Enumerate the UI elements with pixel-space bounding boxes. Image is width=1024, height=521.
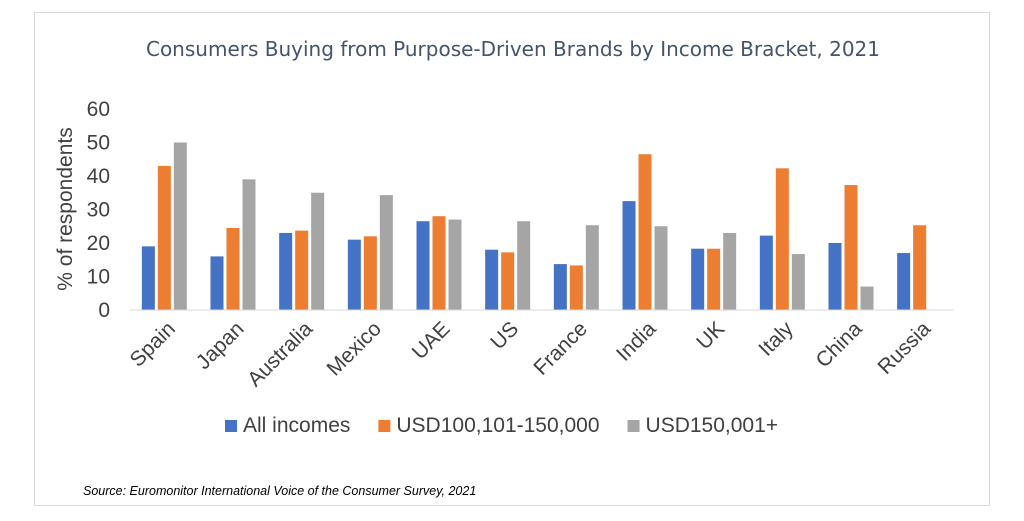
bar-usd100-101-150-000-uae <box>432 216 446 310</box>
x-tick-label: UK <box>692 317 729 354</box>
legend-swatch <box>627 420 640 432</box>
bar-usd100-101-150-000-mexico <box>363 236 377 310</box>
x-tick-label: UAE <box>408 317 455 364</box>
source-note: Source: Euromonitor International Voice … <box>83 484 476 498</box>
x-tick-label: Spain <box>126 317 180 371</box>
bar-all-incomes-spain <box>141 246 155 310</box>
bar-usd100-101-150-000-france <box>569 265 583 310</box>
legend-label: USD100,101-150,000 <box>396 414 599 437</box>
bar-usd150-001--france <box>585 225 599 310</box>
y-tick-label: 50 <box>87 132 110 155</box>
bar-all-incomes-us <box>485 249 499 310</box>
x-tick-label: Italy <box>754 317 798 361</box>
bar-usd150-001--uk <box>723 232 737 310</box>
legend-swatch <box>378 420 391 432</box>
bar-usd150-001--india <box>654 226 668 310</box>
bar-usd150-001--us <box>517 221 531 310</box>
x-tick-label: Australia <box>243 317 317 391</box>
bar-usd100-101-150-000-spain <box>157 165 171 310</box>
x-tick-label: Mexico <box>323 317 386 380</box>
legend-label: USD150,001+ <box>646 414 779 437</box>
y-tick-label: 20 <box>87 232 110 255</box>
bar-all-incomes-china <box>828 243 842 310</box>
bar-all-incomes-mexico <box>347 239 361 310</box>
bar-usd150-001--italy <box>791 254 805 310</box>
bar-usd150-001--mexico <box>379 195 393 310</box>
bars <box>141 142 927 310</box>
bar-usd100-101-150-000-us <box>501 252 515 310</box>
y-tick-label: 30 <box>87 199 110 222</box>
bar-all-incomes-russia <box>897 253 911 310</box>
bar-usd100-101-150-000-russia <box>913 225 927 310</box>
y-axis-label: % of respondents <box>54 127 77 290</box>
bar-usd100-101-150-000-china <box>844 185 858 310</box>
bar-usd100-101-150-000-india <box>638 154 652 310</box>
x-tick-label: France <box>529 317 591 379</box>
x-tick-label: India <box>612 317 661 366</box>
legend-label: All incomes <box>243 414 350 437</box>
x-tick-label: Russia <box>874 317 936 379</box>
bar-all-incomes-france <box>553 264 567 310</box>
x-tick-label: US <box>486 317 523 354</box>
bar-usd150-001--japan <box>242 179 256 310</box>
y-tick-label: 60 <box>87 98 110 121</box>
bar-usd150-001--china <box>860 286 874 310</box>
bar-usd150-001--uae <box>448 219 462 310</box>
bar-usd100-101-150-000-australia <box>295 230 309 310</box>
legend: All incomes USD100,101-150,000 USD150,001+ <box>225 414 778 437</box>
bar-usd150-001--australia <box>311 192 325 310</box>
bar-all-incomes-india <box>622 201 636 310</box>
y-axis-ticks: 0 10 20 30 40 50 60 <box>87 98 110 322</box>
bar-all-incomes-japan <box>210 256 224 310</box>
y-tick-label: 0 <box>98 299 110 322</box>
bar-all-incomes-uk <box>691 248 705 310</box>
bar-all-incomes-italy <box>759 235 773 310</box>
y-tick-label: 10 <box>87 266 110 289</box>
bar-usd100-101-150-000-uk <box>707 248 721 310</box>
x-tick-label: China <box>811 317 866 372</box>
chart-title: Consumers Buying from Purpose-Driven Bra… <box>146 37 880 61</box>
bar-all-incomes-uae <box>416 221 430 310</box>
bar-all-incomes-australia <box>279 232 293 310</box>
chart-canvas: Consumers Buying from Purpose-Driven Bra… <box>54 37 954 498</box>
bar-usd150-001--spain <box>173 142 187 310</box>
bar-usd100-101-150-000-italy <box>775 168 789 310</box>
bar-usd100-101-150-000-japan <box>226 227 240 310</box>
legend-swatch <box>225 420 237 432</box>
x-tick-label: Japan <box>192 317 249 374</box>
chart-frame: Consumers Buying from Purpose-Driven Bra… <box>34 12 990 506</box>
y-tick-label: 40 <box>87 165 110 188</box>
